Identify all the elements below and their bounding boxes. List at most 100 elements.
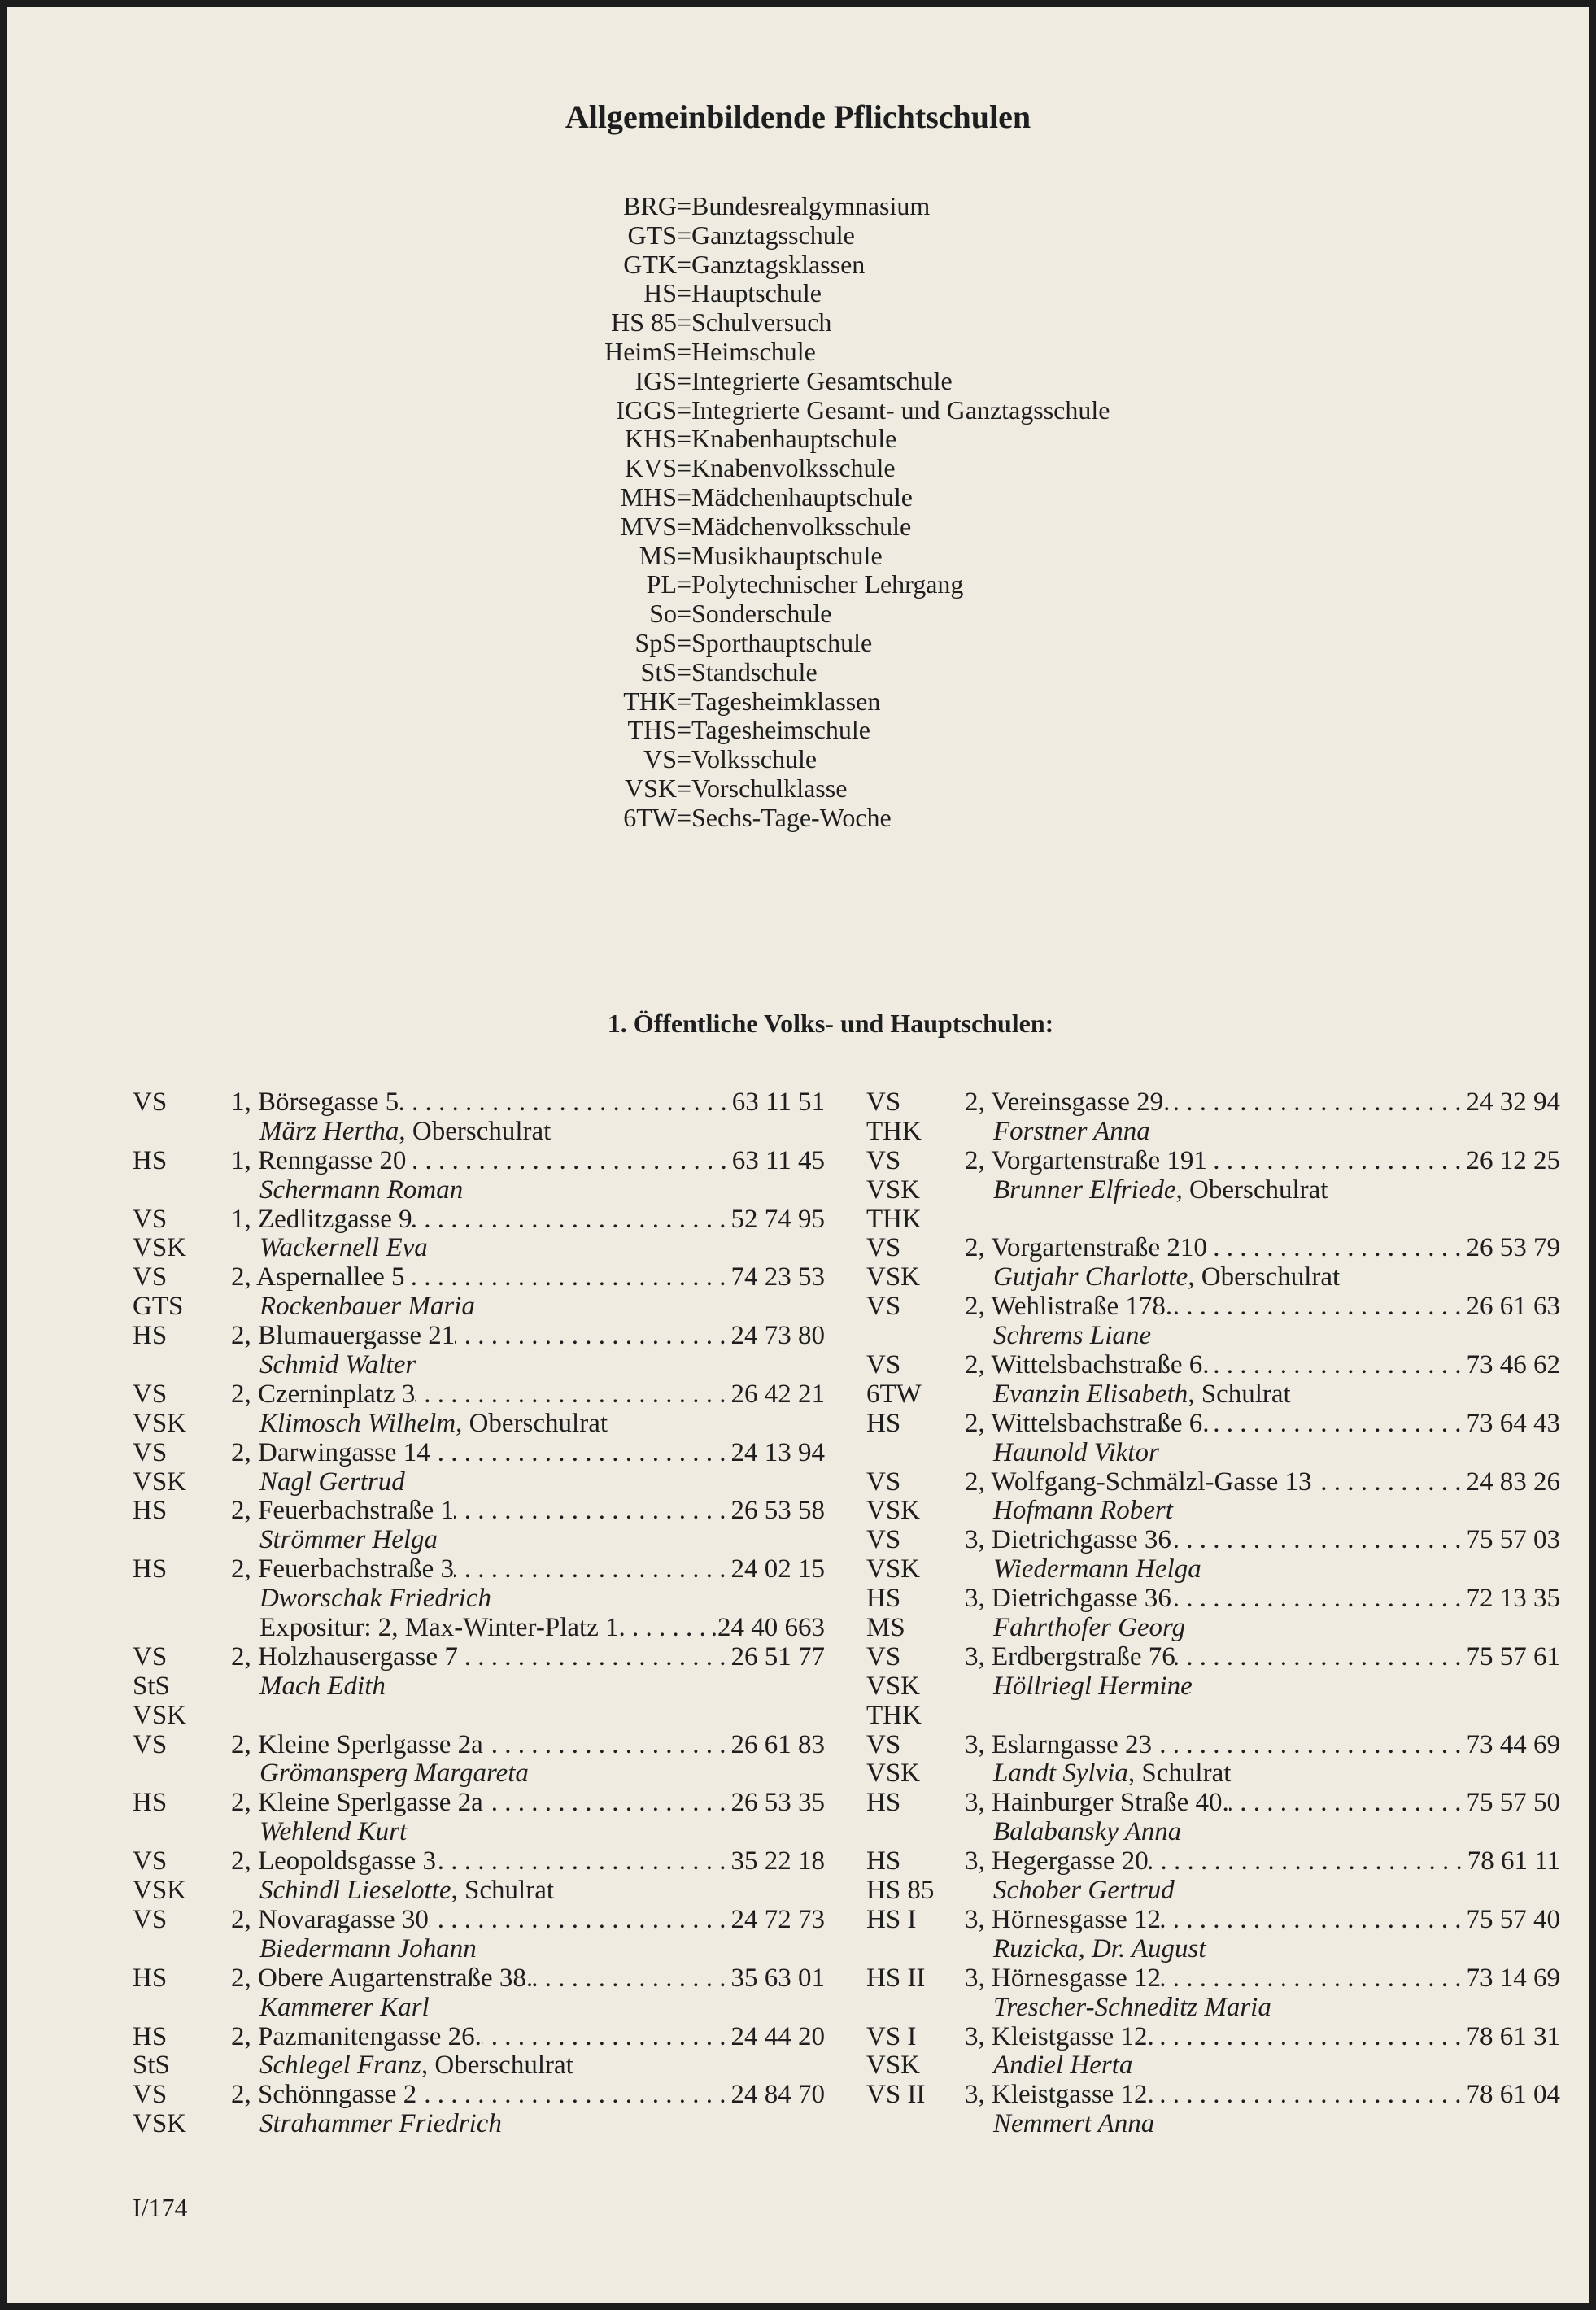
school-list-line: VSK Schindl Lieselotte, Schulrat: [133, 1876, 825, 1906]
director-name-text: Grömansperg Margareta: [259, 1759, 529, 1789]
abbreviation-code: KVS: [624, 453, 677, 483]
school-type-code: 6TW: [866, 1379, 922, 1409]
school-address: 1, Zedlitzgasse 9: [231, 1204, 412, 1234]
school-list-line: Kammerer Karl: [133, 1993, 825, 2023]
abbreviation-code: HS: [643, 278, 677, 308]
abbreviation-meaning: Bundesrealgymnasium: [691, 191, 931, 220]
director-name-text: Nagl Gertrud: [259, 1467, 405, 1497]
abbreviation-code: BRG: [623, 191, 677, 220]
dot-leader: [483, 1731, 731, 1760]
director-name-text: Höllriegl Hermine: [993, 1671, 1193, 1701]
abbreviation-entry: PL = Polytechnischer Lehrgang: [7, 570, 1589, 599]
equals-sign: =: [677, 336, 692, 366]
school-list-line: VS 2, Vorgartenstraße 191 26 12 25: [866, 1145, 1561, 1176]
school-type-code: HS: [866, 1788, 901, 1818]
school-list-line: HS 2, Obere Augartenstraße 38. 35 63 01: [133, 1964, 825, 1994]
phone-number: 26 12 25: [1466, 1145, 1561, 1175]
school-type-code: VS: [133, 1087, 168, 1117]
director-name: Hofmann Robert: [965, 1497, 1173, 1526]
abbreviation-meaning: Musikhauptschule: [691, 540, 883, 570]
school-address: 3, Eslarngasse 23: [965, 1729, 1153, 1759]
dot-leader: [533, 1964, 730, 1994]
school-type-code: THK: [866, 1116, 922, 1146]
phone-number: 35 63 01: [730, 1963, 826, 1993]
phone-number: 78 61 04: [1466, 2080, 1561, 2110]
school-address: 2, Wittelsbachstraße 6.: [965, 1350, 1210, 1380]
school-address: 2, Vorgartenstraße 191: [965, 1145, 1207, 1175]
abbreviation-code: SpS: [634, 627, 677, 657]
school-list-line: HS I 3, Hörnesgasse 12 75 57 40: [866, 1905, 1560, 1935]
school-list-line: HS 2, Kleine Sperlgasse 2a 26 53 35: [133, 1788, 825, 1818]
dot-leader: [1154, 2081, 1467, 2110]
equals-sign: =: [677, 686, 692, 716]
school-type-code: StS: [133, 1671, 170, 1701]
abbreviation-entry: MVS = Mädchenvolksschule: [7, 512, 1589, 542]
school-type-code: VS: [866, 1292, 901, 1322]
school-list-line: VSK Andiel Herta: [866, 2051, 1560, 2081]
school-list-line: VS 1, Zedlitzgasse 9 52 74 95: [133, 1205, 825, 1235]
school-type-code: [133, 1176, 231, 1205]
director-name-text: Forstner Anna: [993, 1116, 1150, 1146]
abbreviation-code: So: [649, 599, 677, 629]
school-list-right-column: VS 2, Vereinsgasse 29. 24 32 94 THK Forstner…: [866, 1087, 1561, 2139]
equals-sign: =: [677, 744, 692, 774]
school-type-code: [866, 1935, 965, 1964]
abbreviation-meaning: Integrierte Gesamt- und Ganztagsschule: [691, 394, 1110, 425]
school-list-line: VS 3, Erdbergstraße 76 75 57 61: [866, 1641, 1561, 1672]
phone-number: 78 61 11: [1467, 1846, 1560, 1876]
dot-leader: [1209, 1351, 1466, 1380]
school-list-line: THK: [866, 1700, 1560, 1731]
school-address: 2, Darwingasse 14: [231, 1437, 430, 1467]
school-type-code: VS: [133, 2080, 168, 2110]
phone-number: 74 23 53: [730, 1262, 826, 1292]
director-name: Dworschak Friedrich: [231, 1584, 491, 1614]
school-type-code: THK: [866, 1204, 922, 1234]
branch-address: Expositur: 2, Max-Winter-Platz 1: [259, 1613, 619, 1643]
document-page: Allgemeinbildende Pflichtschulen BRG = Bun…: [7, 7, 1589, 2303]
abbreviation-meaning: Mädchenvolksschule: [691, 511, 912, 541]
school-type-code: VSK: [866, 1496, 921, 1526]
school-list-line: Trescher-Schneditz Maria: [866, 1993, 1560, 2023]
abbreviation-entry: MHS = Mädchenhauptschule: [7, 482, 1589, 512]
dot-leader: [415, 1380, 730, 1410]
school-list-line: Ruzicka, Dr. August: [866, 1934, 1560, 1964]
director-name: Strömmer Helga: [231, 1525, 438, 1555]
school-list-line: MS Fahrthofer Georg: [866, 1613, 1560, 1643]
director-name-text: Wackernell Eva: [259, 1233, 428, 1263]
school-list-line: 6TW Evanzin Elisabeth, Schulrat: [866, 1379, 1560, 1410]
school-type-code: VSK: [133, 1700, 187, 1730]
phone-number: 35 22 18: [730, 1846, 826, 1876]
director-name: Nemmert Anna: [965, 2109, 1155, 2139]
school-type-code: VSK: [866, 2051, 921, 2081]
school-type-code: VSK: [133, 1876, 187, 1906]
abbreviation-meaning: Polytechnischer Lehrgang: [691, 569, 964, 599]
school-address: 1, Renngasse 20: [231, 1145, 407, 1175]
school-list-line: VSK Strahammer Friedrich: [133, 2109, 825, 2139]
school-type-code: VS: [866, 1641, 901, 1671]
school-list-line: HS 3, Hainburger Straße 40. 75 57 50: [866, 1788, 1560, 1818]
school-address: 3, Kleistgasse 12.: [965, 2080, 1154, 2110]
school-list-line: HS 3, Dietrichgasse 36 72 13 35: [866, 1584, 1560, 1614]
school-address: 2, Aspernallee 5: [231, 1262, 405, 1292]
school-type-code: THK: [866, 1700, 922, 1730]
director-name-text: Balabansky Anna: [993, 1817, 1182, 1847]
section-heading: 1. Öffentliche Volks- und Hauptschulen:: [607, 1009, 1054, 1038]
director-name: Schindl Lieselotte, Schulrat: [231, 1876, 554, 1906]
phone-number: 72 13 35: [1466, 1584, 1561, 1614]
school-type-code: [133, 1118, 231, 1147]
phone-number: 75 57 61: [1466, 1641, 1561, 1671]
dot-leader: [1149, 1847, 1467, 1876]
director-title: , Schulrat: [1127, 1759, 1232, 1789]
abbreviation-entry: VS = Volksschule: [7, 744, 1589, 774]
phone-number: 75 57 03: [1466, 1525, 1561, 1555]
school-address: 3, Kleistgasse 12.: [965, 2021, 1154, 2051]
director-name-text: Nemmert Anna: [993, 2109, 1155, 2139]
school-type-code: VS: [866, 1145, 901, 1175]
phone-number: 26 53 79: [1466, 1233, 1561, 1263]
school-address: 2, Obere Augartenstraße 38.: [231, 1963, 534, 1993]
abbreviation-code: IGGS: [616, 394, 677, 425]
director-name-text: Schlegel Franz: [259, 2051, 421, 2081]
dot-leader: [1209, 1410, 1466, 1439]
school-list-line: VS 2, Kleine Sperlgasse 2a 26 61 83: [133, 1730, 825, 1760]
phone-number: 73 14 69: [1466, 1963, 1561, 1993]
